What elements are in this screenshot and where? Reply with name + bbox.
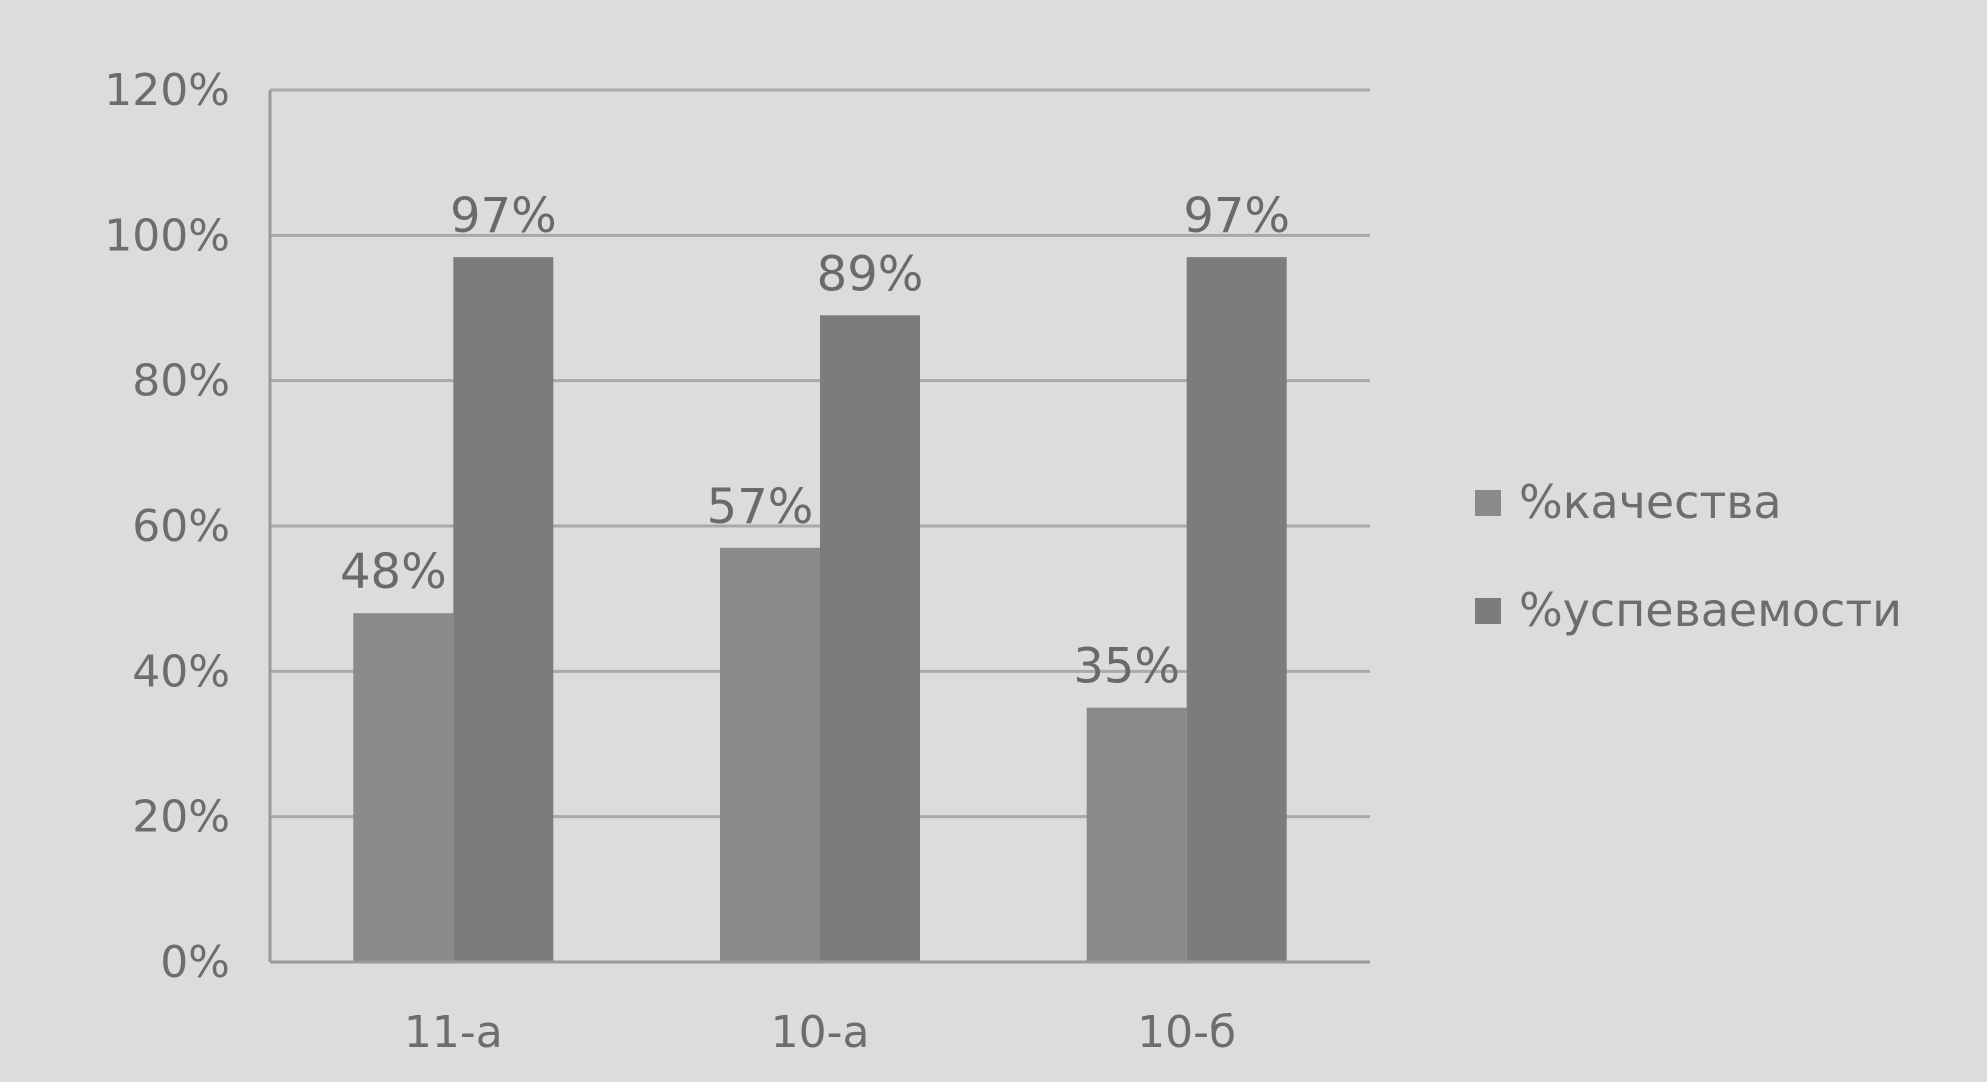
legend-swatch	[1475, 490, 1501, 516]
x-axis-category-labels: 11-а 10-а 10-б	[404, 1007, 1236, 1058]
y-tick-label: 20%	[132, 792, 230, 843]
axes	[268, 90, 1370, 964]
data-label: 97%	[1183, 188, 1290, 244]
y-axis-tick-labels: 0% 20% 40% 60% 80% 100% 120%	[104, 65, 230, 988]
y-tick-label: 120%	[104, 65, 230, 116]
bar-performance	[453, 257, 554, 963]
bar-quality	[353, 613, 454, 962]
data-label: 89%	[817, 246, 924, 302]
legend-label: %качества	[1519, 475, 1782, 529]
data-labels: 48% 97% 57% 89% 35% 97%	[340, 188, 1290, 695]
data-label: 48%	[340, 544, 447, 600]
legend: %качества %успеваемости	[1475, 475, 1902, 637]
y-tick-label: 40%	[132, 646, 230, 697]
x-category-label: 10-б	[1137, 1007, 1236, 1058]
y-tick-label: 100%	[104, 210, 230, 261]
bar-quality	[720, 547, 820, 962]
data-label: 97%	[450, 188, 557, 244]
legend-label: %успеваемости	[1519, 583, 1902, 637]
legend-swatch	[1475, 598, 1501, 624]
bar-performance	[820, 315, 920, 962]
data-label: 57%	[707, 479, 814, 535]
x-category-label: 11-а	[404, 1007, 503, 1058]
data-label: 35%	[1073, 639, 1180, 695]
bar-quality	[1086, 707, 1187, 962]
y-tick-label: 80%	[132, 356, 230, 407]
bar-performance	[1186, 257, 1287, 963]
y-tick-label: 0%	[160, 937, 230, 988]
bars	[353, 257, 1287, 963]
x-category-label: 10-а	[771, 1007, 870, 1058]
y-tick-label: 60%	[132, 501, 230, 552]
